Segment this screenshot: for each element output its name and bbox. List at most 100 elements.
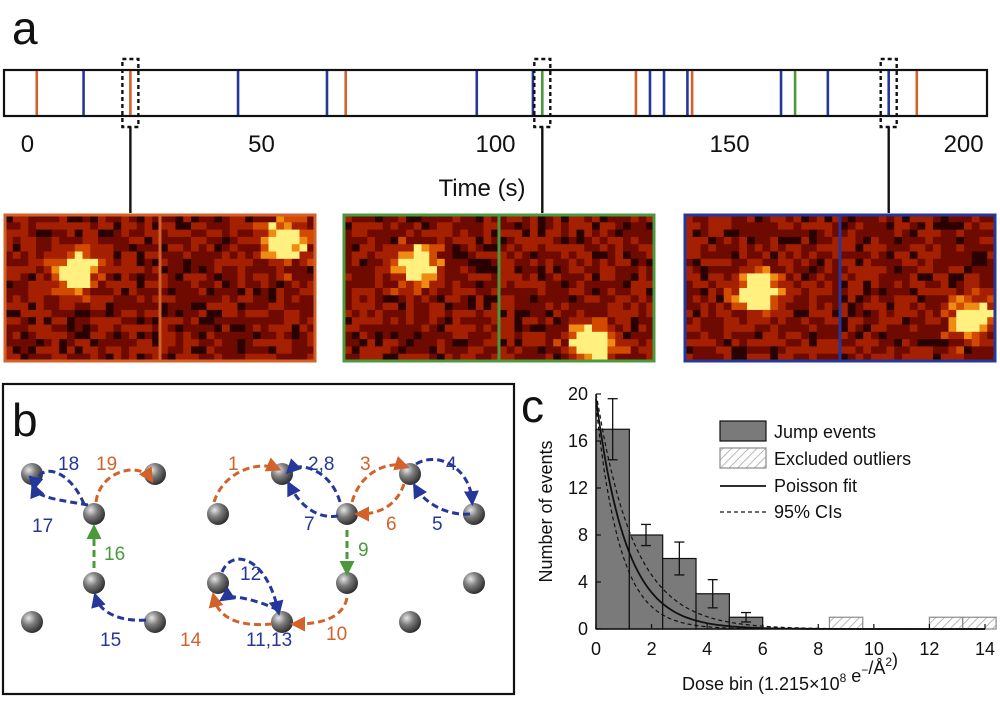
stem-pixel: [785, 288, 795, 296]
stem-pixel: [276, 288, 285, 296]
stem-pixel: [576, 317, 585, 326]
stem-pixel: [754, 258, 764, 267]
stem-pixel: [222, 280, 231, 289]
stem-pixel: [460, 309, 469, 318]
stem-pixel: [925, 222, 934, 231]
stem-pixel: [152, 331, 161, 340]
stem-pixel: [863, 273, 872, 282]
stem-pixel: [964, 288, 973, 296]
stem-pixel: [530, 236, 539, 245]
stem-pixel: [20, 222, 29, 231]
stem-pixel: [917, 353, 926, 362]
stem-pixel: [801, 258, 810, 267]
atom: [336, 503, 358, 525]
stem-pixel: [847, 244, 857, 253]
stem-pixel: [801, 331, 810, 340]
stem-pixel: [59, 353, 68, 362]
stem-pixel: [175, 215, 184, 223]
stem-pixel: [917, 229, 926, 238]
stem-pixel: [933, 324, 942, 333]
stem-pixel: [630, 353, 640, 362]
stem-pixel: [623, 339, 632, 347]
stem-pixel: [816, 244, 826, 253]
stem-pixel: [12, 339, 22, 347]
stem-pixel: [468, 295, 477, 304]
stem-pixel: [36, 266, 45, 274]
stem-pixel: [537, 339, 547, 347]
stem-pixel: [638, 229, 647, 238]
stem-pixel: [933, 353, 942, 362]
stem-pixel: [770, 317, 779, 326]
stem-pixel: [222, 273, 231, 282]
stem-pixel: [260, 258, 270, 267]
stem-pixel: [59, 236, 68, 245]
stem-pixel: [599, 229, 609, 238]
stem-pixel: [692, 280, 702, 289]
stem-pixel: [421, 353, 430, 362]
stem-pixel: [284, 280, 293, 289]
stem-pixel: [987, 280, 996, 289]
stem-pixel: [747, 331, 756, 340]
stem-pixel: [762, 353, 771, 362]
stem-pixel: [917, 222, 926, 231]
stem-pixel: [359, 339, 368, 347]
stem-pixel: [917, 302, 926, 311]
stem-pixel: [359, 229, 368, 238]
hop-arrow: [91, 592, 147, 622]
stem-pixel: [167, 258, 177, 267]
x-tick-label: 0: [591, 639, 601, 659]
stem-pixel: [51, 222, 60, 231]
atom: [83, 503, 105, 525]
stem-pixel: [444, 244, 454, 253]
stem-pixel: [483, 353, 492, 362]
stem-pixel: [987, 317, 996, 326]
stem-pixel: [268, 309, 277, 318]
stem-pixel: [770, 266, 779, 274]
stem-pixel: [167, 339, 177, 347]
stem-pixel: [67, 288, 76, 296]
stem-pixel: [615, 229, 624, 238]
stem-pixel: [444, 215, 454, 223]
stem-pixel: [144, 222, 153, 231]
stem-pixel: [576, 309, 585, 318]
stem-pixel: [933, 215, 942, 223]
stem-pixel: [129, 222, 138, 231]
stem-pixel: [754, 353, 764, 362]
stem-pixel: [692, 251, 702, 260]
stem-pixel: [299, 331, 308, 340]
stem-pixel: [413, 295, 423, 304]
stem-pixel: [700, 229, 709, 238]
stem-pixel: [245, 288, 254, 296]
stem-pixel: [692, 258, 702, 267]
stem-pixel: [561, 309, 570, 318]
stem-pixel: [894, 273, 903, 282]
stem-pixel: [268, 324, 277, 333]
stem-pixel: [956, 309, 965, 318]
stem-pixel: [437, 353, 446, 362]
stem-pixel: [917, 331, 926, 340]
stem-pixel: [731, 346, 740, 355]
stem-pixel: [198, 339, 208, 347]
stem-pixel: [623, 324, 632, 333]
stem-pixel: [413, 339, 423, 347]
panel-b-letter: b: [12, 394, 38, 446]
stem-pixel: [36, 244, 45, 253]
stem-pixel: [444, 331, 454, 340]
stem-pixel: [160, 324, 169, 333]
stem-pixel: [406, 258, 415, 267]
stem-pixel: [390, 317, 399, 326]
stem-pixel: [437, 331, 446, 340]
stem-pixel: [847, 346, 857, 355]
stem-pixel: [940, 280, 950, 289]
stem-pixel: [933, 331, 942, 340]
stem-pixel: [584, 346, 593, 355]
stem-pixel: [475, 302, 485, 311]
stem-pixel: [933, 244, 942, 253]
stem-pixel: [82, 236, 91, 245]
stem-pixel: [121, 215, 130, 223]
stem-pixel: [987, 288, 996, 296]
stem-pixel: [809, 295, 818, 304]
timeline-tick-label: 200: [944, 131, 984, 158]
stem-pixel: [685, 346, 694, 355]
stem-pixel: [229, 309, 239, 318]
